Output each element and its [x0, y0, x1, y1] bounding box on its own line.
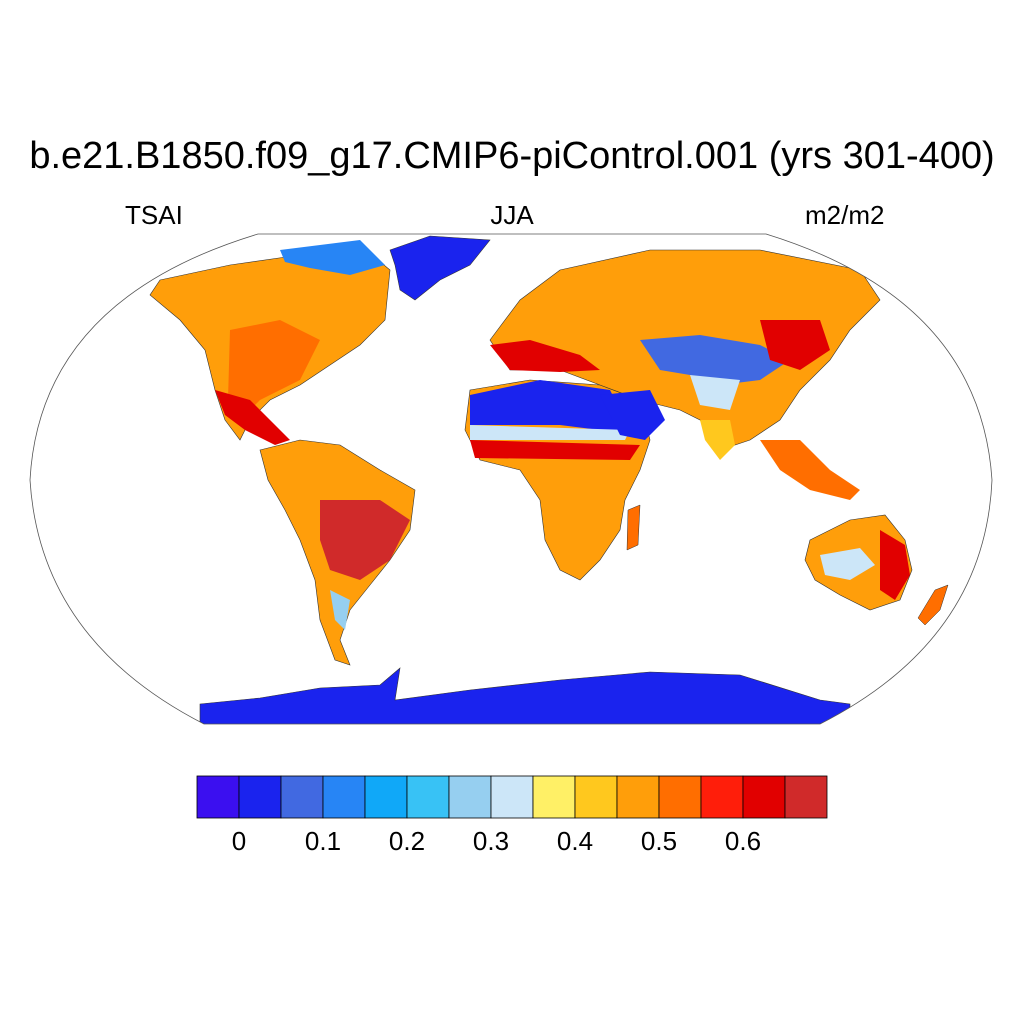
sahara-blue — [470, 380, 630, 430]
canada-arctic-blue — [280, 240, 385, 275]
sahel-red — [470, 440, 640, 460]
colorbar-tick-label: 0 — [231, 826, 247, 856]
colorbar-tick-label: 0.4 — [556, 826, 594, 856]
map-title: b.e21.B1850.f09_g17.CMIP6-piControl.001 … — [29, 135, 995, 177]
mexico-red — [215, 390, 290, 445]
colorbar-tick-label: 0.2 — [388, 826, 426, 856]
season-label: JJA — [490, 200, 534, 230]
mediterranean-red — [490, 340, 600, 372]
australia-east-red — [880, 530, 910, 600]
madagascar — [626, 504, 641, 551]
colorbar-tick-label: 0.6 — [724, 826, 762, 856]
units-label: m2/m2 — [805, 200, 885, 230]
india-region — [700, 420, 735, 460]
new-zealand — [917, 584, 949, 626]
colorbar-cell — [322, 775, 366, 819]
colorbar-cell — [196, 775, 240, 819]
tibet-light — [690, 375, 740, 410]
colorbar-cell — [490, 775, 534, 819]
colorbar-cell — [406, 775, 450, 819]
colorbar-tick-label: 0.3 — [472, 826, 510, 856]
colorbar-cell — [742, 775, 786, 819]
east-asia-red — [760, 320, 830, 370]
colorbar-tick-label: 0.5 — [640, 826, 678, 856]
greenland-region — [389, 235, 491, 301]
patagonia-light — [330, 590, 350, 630]
colorbar-cell — [616, 775, 660, 819]
sahel-light — [470, 425, 630, 440]
colorbar-tick-label: 0.1 — [304, 826, 342, 856]
globe-outline — [29, 233, 993, 725]
colorbar-cell — [448, 775, 492, 819]
colorbar-cell — [574, 775, 618, 819]
north-america-red-east — [228, 320, 320, 420]
southeast-asia — [760, 440, 860, 500]
colorbar-cell — [700, 775, 744, 819]
south-america-red — [320, 500, 410, 580]
colorbar-cell — [532, 775, 576, 819]
arabia-blue — [600, 390, 665, 440]
colorbar-cell — [364, 775, 408, 819]
colorbar-cell — [238, 775, 282, 819]
colorbar-cell — [658, 775, 702, 819]
variable-label: TSAI — [125, 200, 183, 230]
colorbar-cell — [280, 775, 324, 819]
central-asia-blue — [640, 335, 790, 385]
australia-interior-light — [820, 548, 875, 580]
colorbar-cell — [784, 775, 828, 819]
